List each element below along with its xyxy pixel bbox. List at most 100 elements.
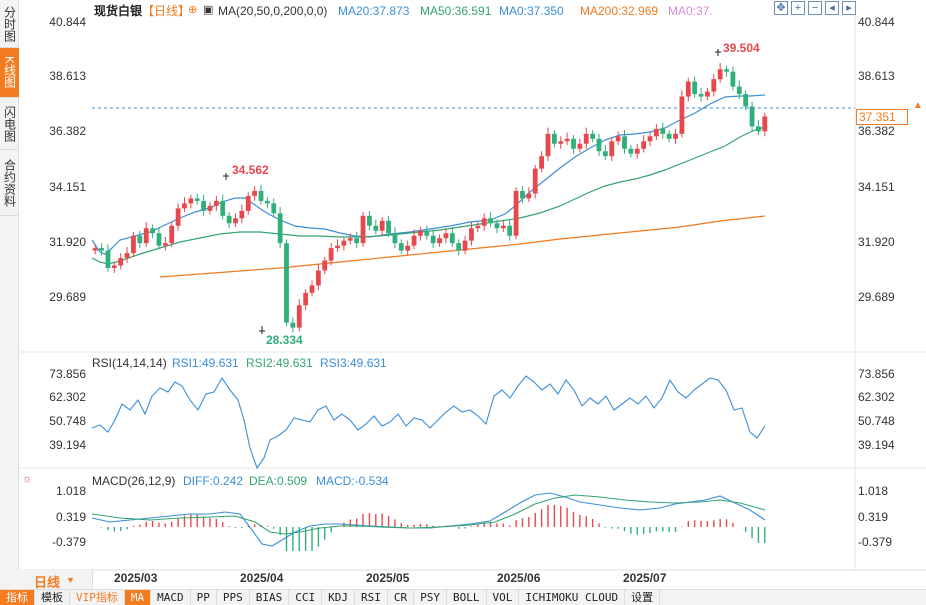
tab-pps[interactable]: PPS [217, 590, 250, 605]
tab-flash[interactable]: 闪电图 [0, 98, 19, 150]
macd-tick-left: -0.379 [51, 535, 86, 549]
candle-body [443, 233, 449, 239]
candle-body [500, 225, 506, 229]
candle-body [692, 81, 698, 95]
rsi-line [91, 375, 766, 470]
candle-body [513, 190, 519, 236]
macd-histogram [100, 504, 766, 551]
candle-body [347, 238, 353, 241]
candle-body [277, 213, 283, 244]
candle-body [213, 200, 219, 206]
macd-tick: 1.018 [858, 484, 889, 498]
candle-body [449, 233, 455, 244]
x-tick: 2025/03 [114, 571, 158, 585]
macd-diff-line [91, 492, 766, 547]
candle-body [386, 220, 391, 234]
candle-body [545, 133, 551, 157]
candlestick-series [92, 63, 768, 333]
tab-settings[interactable]: 设置 [625, 590, 661, 605]
price-tick-left: 31.920 [49, 235, 86, 249]
candle-body [354, 238, 360, 244]
target-icon[interactable]: ⊕ [188, 4, 198, 16]
tab-vip-indicator[interactable]: VIP指标 [70, 590, 125, 605]
candle-body [411, 235, 417, 246]
candle-body [233, 218, 238, 224]
tab-bias[interactable]: BIAS [250, 590, 290, 605]
x-tick: 2025/07 [623, 571, 667, 585]
scroll-right-icon[interactable]: ▸ [842, 1, 856, 15]
candle-body [188, 198, 194, 204]
macd-tick: -0.379 [858, 535, 893, 549]
candle-body [711, 79, 717, 92]
candle-body [641, 141, 647, 149]
candle-body [762, 116, 768, 132]
tab-cci[interactable]: CCI [289, 590, 323, 605]
price-tick-left: 36.382 [49, 124, 86, 138]
current-price-tag: 37.351 [856, 109, 908, 125]
tab-cr[interactable]: CR [388, 590, 415, 605]
candle-body [258, 190, 264, 201]
ma0b-value: MA0:37. [668, 4, 713, 18]
tab-boll[interactable]: BOLL [447, 590, 487, 605]
candle-body [335, 245, 340, 249]
macd-dea-value: DEA:0.509 [249, 474, 308, 488]
expand-icon[interactable]: ✥ [774, 1, 788, 15]
candle-body [99, 248, 104, 251]
x-tick: 2025/05 [366, 571, 410, 585]
indicator-toggle-icon[interactable]: ▣ [203, 4, 214, 16]
candle-body [220, 200, 226, 216]
period-selector-label[interactable]: 日线 [34, 575, 61, 590]
candle-body [379, 220, 385, 231]
candle-body [717, 69, 723, 80]
rsi-tick: 50.748 [858, 414, 895, 428]
tab-kdj[interactable]: KDJ [322, 590, 355, 605]
rsi3-value: RSI3:49.631 [320, 356, 387, 370]
candle-body [437, 238, 442, 244]
zoom-out-icon[interactable]: − [808, 1, 822, 15]
tab-ma[interactable]: MA [124, 590, 152, 605]
tab-template[interactable]: 模板 [35, 590, 70, 605]
rsi-tick: 73.856 [858, 367, 895, 381]
tab-rsi[interactable]: RSI [355, 590, 388, 605]
period-selector[interactable] [0, 570, 93, 589]
candle-body [666, 133, 672, 139]
price-tick: 29.689 [858, 290, 895, 304]
candle-body [405, 245, 411, 251]
candle-body [92, 248, 98, 251]
zoom-in-icon[interactable]: + [791, 1, 805, 15]
tab-timeshare[interactable]: 分时图 [0, 0, 19, 48]
rsi-tick: 62.302 [858, 390, 895, 404]
settings-sun-icon[interactable]: ☼ [22, 473, 33, 485]
candle-body [622, 136, 627, 149]
tab-kline[interactable]: K线图 [0, 48, 19, 98]
scroll-left-icon[interactable]: ◂ [825, 1, 839, 15]
tab-ichimoku-cloud[interactable]: ICHIMOKU CLOUD [519, 590, 626, 605]
candle-body [520, 190, 525, 199]
candle-body [392, 233, 398, 244]
candle-body [156, 233, 162, 246]
rsi-tick-left: 62.302 [49, 390, 86, 404]
candle-body [679, 96, 685, 134]
ma50-value: MA50:36.591 [420, 4, 492, 18]
tab-vol[interactable]: VOL [487, 590, 520, 605]
candle-body [169, 225, 175, 244]
ma200-line [159, 215, 766, 278]
candle-body [418, 230, 423, 236]
tab-macd[interactable]: MACD [151, 590, 191, 605]
chevron-down-icon[interactable]: ▼ [66, 575, 75, 585]
candle-body [194, 198, 200, 201]
tab-indicator[interactable]: 指标 [0, 590, 35, 605]
tab-pp[interactable]: PP [191, 590, 217, 605]
candle-body [367, 215, 372, 226]
window-controls: ✥ + − ◂ ▸ [774, 1, 856, 15]
candle-body [507, 225, 513, 236]
tab-psy[interactable]: PSY [414, 590, 447, 605]
ma50-line [91, 126, 766, 265]
rsi-tick-left: 50.748 [49, 414, 86, 428]
candle-body [175, 208, 181, 226]
tab-contract-info[interactable]: 合约资料 [0, 150, 19, 216]
candle-body [201, 200, 207, 211]
price-tick: 34.151 [858, 180, 895, 194]
candle-body [551, 133, 557, 144]
